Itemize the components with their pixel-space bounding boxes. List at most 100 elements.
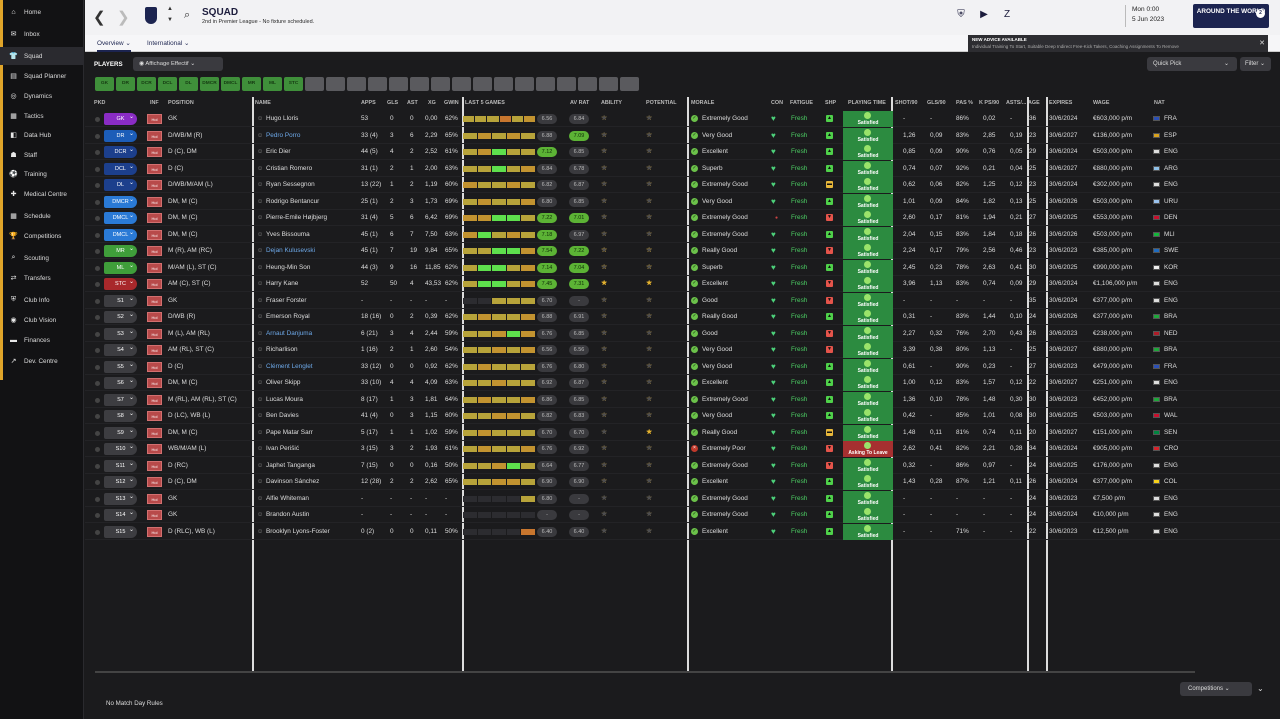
player-name[interactable]: Davinson Sánchez bbox=[266, 478, 320, 485]
position-filter-button[interactable] bbox=[536, 77, 555, 91]
sidebar-item-competitions[interactable]: 🏆 Competitions bbox=[0, 227, 84, 245]
chevron-down-icon[interactable]: ⌄ bbox=[129, 345, 135, 351]
continue-button[interactable]: AROUND THE WORLD 2 bbox=[1193, 4, 1269, 28]
table-row[interactable]: GK ⌄ Hol GK ☺ Hugo Lloris 53 0 0 0,00 62% 6.56 6.84 ★… bbox=[85, 111, 1280, 127]
select-radio[interactable] bbox=[95, 381, 100, 386]
col-gwin[interactable]: GWIN bbox=[444, 100, 459, 106]
pick-position-dropdown[interactable]: S9 bbox=[104, 426, 137, 439]
table-row[interactable]: S12 ⌄ Hol D (C), DM ☺ Davinson Sánchez 12 (28)… bbox=[85, 474, 1280, 490]
select-radio[interactable] bbox=[95, 150, 100, 155]
select-radio[interactable] bbox=[95, 331, 100, 337]
pick-position-dropdown[interactable]: MR bbox=[104, 245, 137, 257]
select-radio[interactable] bbox=[95, 430, 100, 436]
back-icon[interactable]: ❮ bbox=[93, 9, 106, 26]
pick-position-dropdown[interactable]: S6 bbox=[104, 377, 137, 389]
table-row[interactable]: S10 ⌄ Hol WB/M/AM (L) ☺ Ivan Perišić 3 (15) 3 2 1… bbox=[85, 441, 1280, 457]
col-age[interactable]: AGE bbox=[1028, 100, 1040, 106]
filter-button[interactable]: Filter ⌄ bbox=[1240, 57, 1271, 71]
col-inf[interactable]: INF bbox=[150, 100, 159, 106]
position-filter-button[interactable] bbox=[515, 77, 534, 91]
sidebar-item-tactics[interactable]: ▦ Tactics bbox=[0, 107, 84, 125]
col-morale[interactable]: MORALE bbox=[691, 100, 715, 106]
player-name[interactable]: Ryan Sessegnon bbox=[266, 181, 315, 188]
select-radio[interactable] bbox=[95, 183, 100, 188]
sidebar-item-scouting[interactable]: ⌕ Scouting bbox=[0, 249, 84, 267]
player-name[interactable]: Emerson Royal bbox=[266, 313, 310, 320]
pick-position-dropdown[interactable]: DCR bbox=[104, 146, 137, 158]
player-name[interactable]: Japhet Tanganga bbox=[266, 461, 315, 469]
position-filter-button[interactable]: STC bbox=[284, 77, 303, 91]
pick-position-dropdown[interactable]: S13 bbox=[104, 492, 137, 505]
select-radio[interactable] bbox=[95, 463, 100, 469]
table-row[interactable]: DCR ⌄ Hol D (C), DM ☺ Eric Dier 44 (5) 4 2 2,52 61… bbox=[85, 144, 1280, 160]
player-name[interactable]: Pierre-Emile Højbjerg bbox=[266, 214, 328, 221]
table-row[interactable]: DMCL ⌄ Hol DM, M (C) ☺ Pierre-Emile Højbjerg 3… bbox=[85, 210, 1280, 226]
horizontal-scrollbar[interactable] bbox=[95, 671, 1195, 673]
chevron-down-icon[interactable]: ⌄ bbox=[129, 444, 135, 450]
sidebar-item-inbox[interactable]: ✉ Inbox bbox=[0, 25, 84, 43]
pick-position-dropdown[interactable]: DMCL bbox=[104, 212, 137, 224]
sidebar-item-club-info[interactable]: ⛨ Club Info bbox=[0, 291, 84, 309]
sidebar-item-dev-centre[interactable]: ↗ Dev. Centre bbox=[0, 352, 84, 370]
tab-overview[interactable]: Overview ⌄ bbox=[97, 39, 131, 52]
sidebar-item-medical-centre[interactable]: ✚ Medical Centre bbox=[0, 185, 84, 203]
select-radio[interactable] bbox=[95, 265, 100, 271]
select-radio[interactable] bbox=[95, 199, 100, 205]
player-name[interactable]: Cristian Romero bbox=[266, 164, 313, 172]
select-radio[interactable] bbox=[95, 315, 100, 320]
col-ability[interactable]: ABILITY bbox=[601, 100, 622, 106]
col-position[interactable]: POSITION bbox=[168, 100, 194, 106]
col-wage[interactable]: WAGE bbox=[1093, 100, 1110, 106]
player-name[interactable]: Dejan Kulusevski bbox=[266, 247, 316, 254]
col-shp[interactable]: SHP bbox=[825, 100, 837, 106]
chevron-down-icon[interactable]: ⌄ bbox=[129, 361, 135, 368]
position-filter-button[interactable]: DL bbox=[179, 77, 198, 91]
table-row[interactable]: MR ⌄ Hol M (R), AM (RC) ☺ Dejan Kulusevski 45 … bbox=[85, 243, 1280, 259]
pick-position-dropdown[interactable]: ML bbox=[104, 261, 137, 274]
col-potential[interactable]: POTENTIAL bbox=[646, 100, 677, 106]
sidebar-item-dynamics[interactable]: ◎ Dynamics bbox=[0, 87, 84, 105]
chevron-down-icon[interactable]: ⌄ bbox=[129, 163, 135, 170]
player-name[interactable]: Rodrigo Bentancur bbox=[266, 197, 320, 205]
pick-position-dropdown[interactable]: S15 bbox=[104, 525, 137, 538]
table-row[interactable]: DMCL ⌄ Hol DM, M (C) ☺ Yves Bissouma 45 (1) 6 7 7… bbox=[85, 226, 1280, 243]
col-kps90[interactable]: K PS/90 bbox=[979, 100, 1000, 106]
pick-position-dropdown[interactable]: S4 bbox=[104, 344, 137, 356]
table-row[interactable]: S6 ⌄ Hol DM, M (C) ☺ Oliver Skipp 33 (10) 4 4 4,0… bbox=[85, 375, 1280, 391]
select-radio[interactable] bbox=[95, 117, 100, 122]
pick-position-dropdown[interactable]: S12 bbox=[104, 476, 137, 488]
table-row[interactable]: S13 ⌄ Hol GK ☺ Alfie Whiteman - - - - -6.80- ★ ★ ★ ★ ★ ★… bbox=[85, 490, 1280, 507]
position-filter-button[interactable] bbox=[389, 77, 408, 91]
select-radio[interactable] bbox=[95, 166, 100, 172]
pick-position-dropdown[interactable]: DCL bbox=[104, 162, 137, 175]
player-name[interactable]: Yves Bissouma bbox=[266, 230, 310, 238]
select-radio[interactable] bbox=[95, 496, 100, 502]
position-filter-button[interactable] bbox=[452, 77, 471, 91]
pick-position-dropdown[interactable]: DMCL bbox=[104, 228, 137, 241]
table-row[interactable]: DR ⌄ Hol D/WB/M (R) ☺ Pedro Porro 33 (4) 3 6 2,29… bbox=[85, 127, 1280, 144]
select-radio[interactable] bbox=[95, 232, 100, 238]
chevron-down-icon[interactable]: ⌄ bbox=[129, 213, 135, 219]
tab-international[interactable]: International ⌄ bbox=[147, 40, 190, 47]
forward-icon[interactable]: ❯ bbox=[117, 9, 130, 26]
col-gls[interactable]: GLS bbox=[387, 100, 399, 106]
chevron-down-icon[interactable]: ⌄ bbox=[129, 312, 135, 318]
table-row[interactable]: S4 ⌄ Hol AM (RL), ST (C) ☺ Richarlison 1 (16) 2… bbox=[85, 342, 1280, 358]
table-row[interactable]: DMCR ⌄ Hol DM, M (C) ☺ Rodrigo Bentancur 25 (1… bbox=[85, 193, 1280, 210]
player-name[interactable]: Fraser Forster bbox=[266, 296, 307, 304]
pick-position-dropdown[interactable]: S10 bbox=[104, 443, 137, 455]
pick-position-dropdown[interactable]: DR bbox=[104, 129, 137, 142]
col-xg[interactable]: XG bbox=[428, 100, 436, 106]
position-filter-button[interactable] bbox=[431, 77, 450, 91]
select-radio[interactable] bbox=[95, 249, 100, 254]
player-name[interactable]: Richarlison bbox=[266, 346, 298, 353]
select-radio[interactable] bbox=[95, 216, 100, 221]
pick-position-dropdown[interactable]: DL bbox=[104, 179, 137, 191]
table-row[interactable]: S3 ⌄ Hol M (L), AM (RL) ☺ Arnaut Danjuma 6 (21… bbox=[85, 325, 1280, 342]
advice-banner[interactable]: NEW ADVICE AVAILABLE Individual Training… bbox=[968, 35, 1268, 52]
chevron-down-icon[interactable]: ⌄ bbox=[129, 394, 135, 401]
search-icon[interactable]: ⌕ bbox=[184, 9, 191, 21]
chevron-down-icon[interactable]: ⌄ bbox=[129, 328, 135, 335]
table-row[interactable]: S8 ⌄ Hol D (LC), WB (L) ☺ Ben Davies 41 (4) 0 3 1… bbox=[85, 408, 1280, 424]
sidebar-item-finances[interactable]: ▬ Finances bbox=[0, 331, 84, 349]
